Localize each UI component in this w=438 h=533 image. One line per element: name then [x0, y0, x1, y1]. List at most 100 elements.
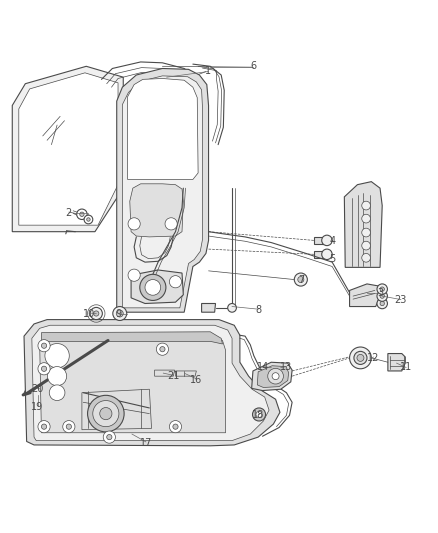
Text: 3: 3 — [377, 288, 383, 298]
Circle shape — [103, 431, 116, 443]
Polygon shape — [314, 237, 324, 244]
Circle shape — [357, 354, 364, 361]
Polygon shape — [32, 325, 269, 441]
Circle shape — [116, 310, 123, 317]
Text: 10: 10 — [83, 309, 95, 319]
Text: 20: 20 — [31, 384, 43, 394]
Circle shape — [113, 306, 127, 320]
Text: 18: 18 — [252, 410, 264, 421]
Circle shape — [88, 395, 124, 432]
Polygon shape — [131, 270, 184, 303]
Circle shape — [362, 241, 371, 250]
Circle shape — [377, 284, 388, 294]
Text: 4: 4 — [329, 236, 335, 246]
Polygon shape — [117, 68, 208, 312]
Circle shape — [128, 218, 140, 230]
Circle shape — [377, 291, 388, 301]
Polygon shape — [155, 370, 175, 376]
Circle shape — [380, 294, 385, 298]
Polygon shape — [130, 184, 184, 237]
Polygon shape — [127, 78, 198, 180]
Text: 5: 5 — [329, 254, 335, 264]
Text: 7: 7 — [299, 276, 305, 286]
Circle shape — [63, 421, 75, 433]
Text: 19: 19 — [31, 402, 43, 411]
Circle shape — [66, 424, 71, 429]
Circle shape — [160, 346, 165, 352]
Polygon shape — [388, 353, 405, 371]
Polygon shape — [24, 320, 280, 446]
Circle shape — [253, 408, 265, 421]
Circle shape — [90, 308, 102, 320]
Polygon shape — [257, 366, 289, 387]
Circle shape — [84, 215, 93, 224]
Circle shape — [362, 254, 371, 262]
Text: 13: 13 — [280, 362, 293, 373]
Circle shape — [100, 408, 112, 419]
Circle shape — [156, 343, 169, 356]
Circle shape — [87, 218, 90, 221]
Circle shape — [93, 400, 119, 426]
Circle shape — [47, 367, 67, 386]
Circle shape — [272, 373, 279, 379]
Text: 17: 17 — [140, 438, 152, 448]
Polygon shape — [252, 362, 292, 391]
Circle shape — [256, 411, 262, 417]
Circle shape — [42, 343, 47, 349]
Text: 16: 16 — [190, 375, 202, 385]
Polygon shape — [201, 303, 215, 312]
Text: 14: 14 — [257, 362, 269, 373]
Circle shape — [362, 228, 371, 237]
Circle shape — [322, 249, 332, 260]
Circle shape — [173, 424, 178, 429]
Text: 6: 6 — [251, 61, 257, 71]
Polygon shape — [19, 73, 118, 225]
Circle shape — [140, 274, 166, 301]
Polygon shape — [350, 284, 381, 306]
Circle shape — [268, 368, 283, 384]
Circle shape — [362, 201, 371, 210]
Circle shape — [38, 340, 50, 352]
Circle shape — [228, 303, 237, 312]
Circle shape — [107, 434, 112, 440]
Circle shape — [45, 344, 69, 368]
Circle shape — [145, 279, 161, 295]
Text: 11: 11 — [400, 362, 412, 373]
Polygon shape — [82, 389, 152, 430]
Circle shape — [322, 235, 332, 246]
Circle shape — [80, 212, 84, 216]
Circle shape — [94, 311, 99, 316]
Circle shape — [294, 273, 307, 286]
Polygon shape — [314, 251, 324, 258]
Circle shape — [362, 214, 371, 223]
Text: 8: 8 — [255, 305, 261, 315]
Circle shape — [170, 276, 182, 288]
Circle shape — [350, 347, 371, 369]
Text: 1: 1 — [205, 66, 211, 76]
Text: 21: 21 — [167, 371, 180, 381]
Circle shape — [42, 424, 47, 429]
Circle shape — [38, 421, 50, 433]
Text: 23: 23 — [395, 295, 407, 305]
Polygon shape — [122, 76, 202, 308]
Circle shape — [354, 351, 367, 365]
Circle shape — [170, 421, 182, 433]
Circle shape — [380, 301, 385, 305]
Circle shape — [380, 287, 385, 292]
Polygon shape — [42, 332, 223, 344]
Circle shape — [377, 298, 388, 309]
Polygon shape — [176, 371, 196, 376]
Text: 2: 2 — [66, 208, 72, 219]
Polygon shape — [344, 182, 382, 268]
Circle shape — [128, 269, 140, 281]
Circle shape — [298, 277, 304, 282]
Circle shape — [49, 385, 65, 400]
Text: 12: 12 — [367, 353, 380, 363]
Circle shape — [38, 362, 50, 375]
Polygon shape — [40, 334, 226, 433]
Circle shape — [42, 366, 47, 372]
Polygon shape — [12, 66, 123, 232]
Circle shape — [77, 209, 87, 220]
Circle shape — [165, 218, 177, 230]
Text: 9: 9 — [115, 309, 121, 319]
